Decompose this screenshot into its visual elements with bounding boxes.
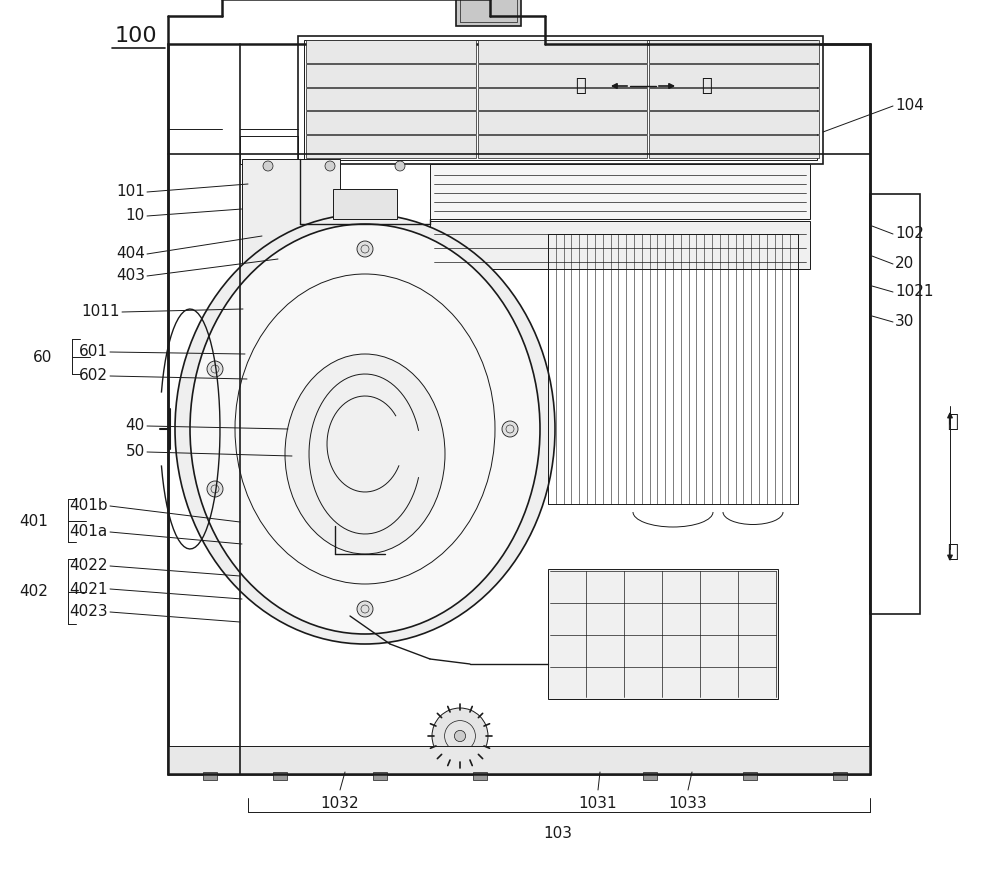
- Text: 100: 100: [115, 26, 158, 46]
- Bar: [373, 772, 387, 780]
- Bar: [306, 111, 476, 134]
- Text: 601: 601: [79, 345, 108, 360]
- Bar: [478, 135, 647, 158]
- Text: 602: 602: [79, 369, 108, 384]
- Text: 403: 403: [116, 269, 145, 284]
- Text: 后: 后: [947, 543, 957, 561]
- Text: 40: 40: [126, 418, 145, 433]
- Bar: [304, 40, 817, 160]
- Bar: [478, 88, 647, 110]
- Bar: [456, 0, 521, 26]
- Circle shape: [207, 361, 223, 377]
- Text: 4023: 4023: [69, 605, 108, 620]
- Bar: [306, 64, 476, 87]
- Bar: [333, 189, 397, 219]
- Bar: [240, 136, 298, 164]
- Text: 104: 104: [895, 98, 924, 113]
- Text: 50: 50: [126, 445, 145, 460]
- Bar: [298, 36, 823, 164]
- Text: 1021: 1021: [895, 285, 934, 300]
- Circle shape: [502, 421, 518, 437]
- Ellipse shape: [175, 214, 555, 644]
- Text: 102: 102: [895, 226, 924, 241]
- Bar: [478, 111, 647, 134]
- Bar: [306, 40, 476, 63]
- Bar: [649, 64, 819, 87]
- Bar: [643, 772, 657, 780]
- Bar: [168, 44, 870, 774]
- Text: 404: 404: [116, 247, 145, 262]
- Text: 前: 前: [947, 413, 957, 431]
- Text: 10: 10: [126, 209, 145, 224]
- Bar: [870, 194, 920, 614]
- Bar: [478, 64, 647, 87]
- Text: 401b: 401b: [69, 499, 108, 514]
- Text: 60: 60: [33, 349, 52, 364]
- Bar: [203, 772, 217, 780]
- Text: 4021: 4021: [70, 582, 108, 597]
- Bar: [649, 135, 819, 158]
- Text: 左: 左: [701, 77, 711, 95]
- Ellipse shape: [285, 354, 445, 554]
- Bar: [460, 0, 517, 22]
- Bar: [306, 135, 476, 158]
- Ellipse shape: [190, 224, 540, 634]
- Bar: [649, 111, 819, 134]
- Text: 1031: 1031: [579, 796, 617, 811]
- Circle shape: [454, 730, 466, 742]
- Text: 401: 401: [19, 514, 48, 529]
- Bar: [833, 772, 847, 780]
- Circle shape: [263, 161, 273, 171]
- Bar: [242, 159, 340, 284]
- Circle shape: [357, 241, 373, 257]
- Text: 103: 103: [544, 827, 572, 842]
- Bar: [743, 772, 757, 780]
- Bar: [649, 40, 819, 63]
- Bar: [548, 569, 778, 699]
- Text: 402: 402: [19, 584, 48, 599]
- Bar: [430, 221, 810, 269]
- Bar: [548, 234, 798, 504]
- Bar: [168, 746, 870, 774]
- Text: 30: 30: [895, 315, 914, 330]
- Circle shape: [207, 481, 223, 497]
- Text: 1033: 1033: [669, 796, 707, 811]
- Bar: [478, 40, 647, 63]
- Bar: [273, 772, 287, 780]
- Circle shape: [357, 601, 373, 617]
- Circle shape: [432, 708, 488, 764]
- Text: 20: 20: [895, 256, 914, 271]
- Text: 1032: 1032: [321, 796, 359, 811]
- Bar: [430, 164, 810, 219]
- Text: 401a: 401a: [70, 524, 108, 539]
- Bar: [649, 88, 819, 110]
- Text: 1011: 1011: [82, 304, 120, 319]
- Text: 右: 右: [575, 77, 585, 95]
- Bar: [306, 88, 476, 110]
- Text: 4022: 4022: [70, 559, 108, 574]
- Circle shape: [395, 161, 405, 171]
- Bar: [473, 772, 487, 780]
- Text: 101: 101: [116, 185, 145, 200]
- Circle shape: [325, 161, 335, 171]
